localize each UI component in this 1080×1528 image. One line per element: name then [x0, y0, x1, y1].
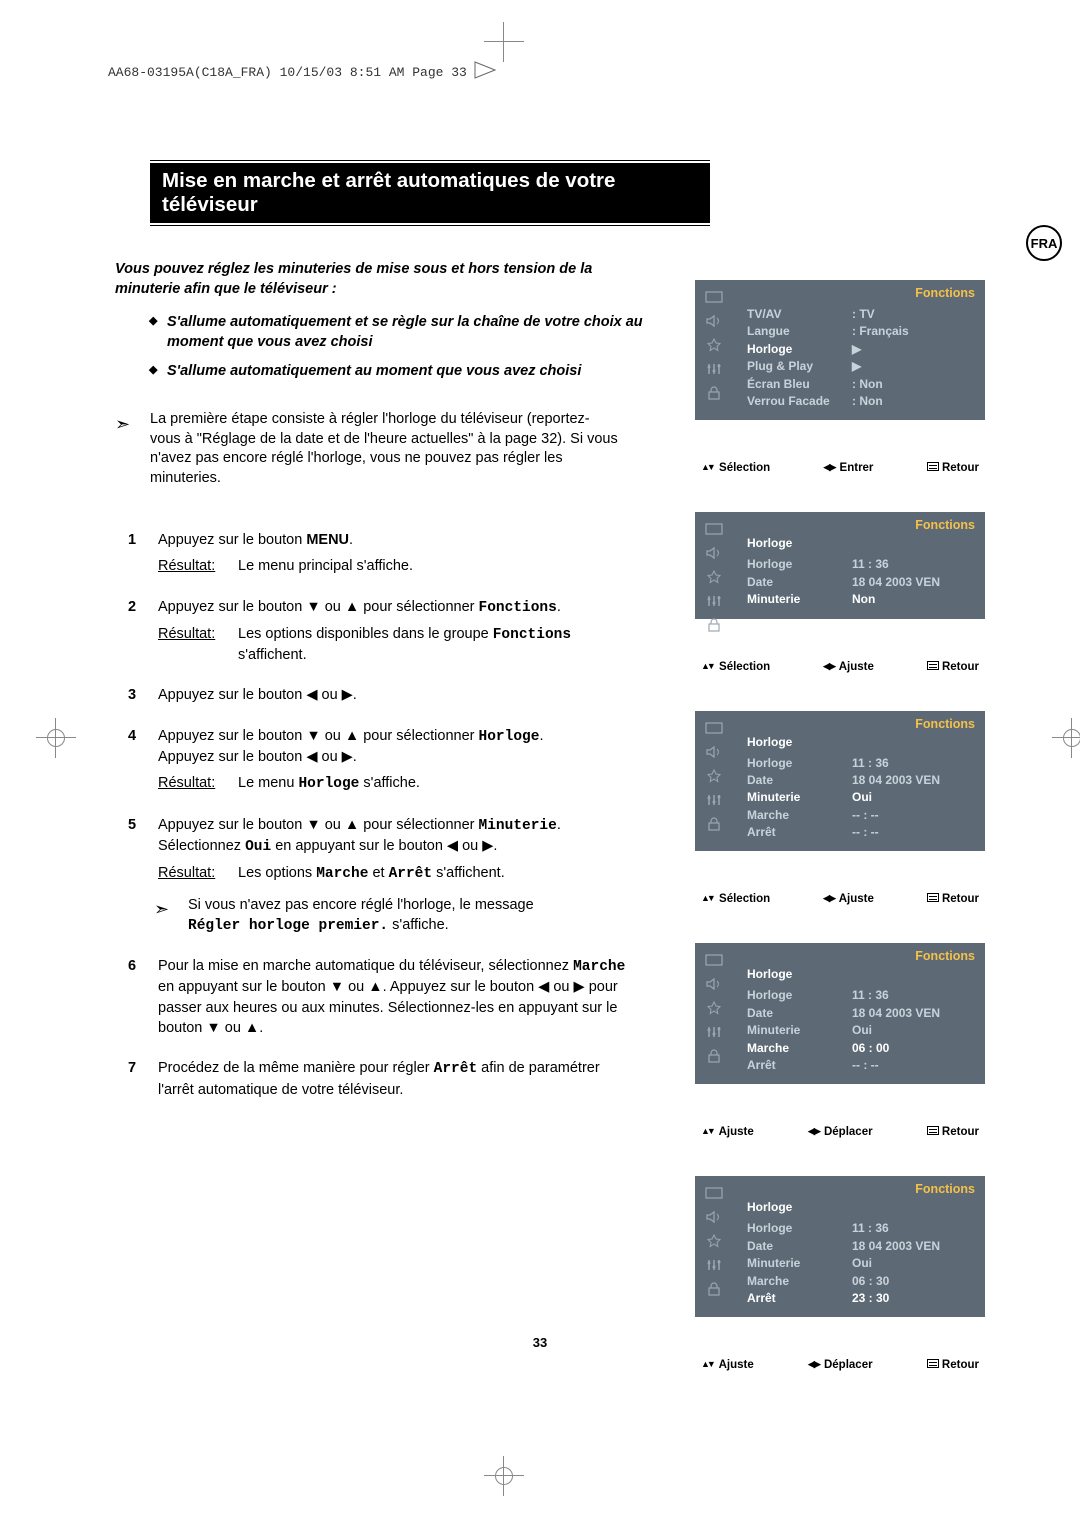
- step-2: 2 Appuyez sur le bouton ▼ ou ▲ pour séle…: [128, 597, 638, 666]
- osd-panel: FonctionsHorloge Horloge11 : 36Date18 04 …: [695, 512, 985, 618]
- osd-row: Horloge11 : 36: [747, 556, 975, 573]
- pointer-icon: ➣: [115, 412, 130, 436]
- osd-row: Arrêt-- : --: [747, 824, 975, 841]
- osd-panel: FonctionsHorloge Horloge11 : 36Date18 04 …: [695, 711, 985, 852]
- osd-row: MinuterieOui: [747, 1022, 975, 1039]
- osd-row: Horloge11 : 36: [747, 755, 975, 772]
- osd-title: Fonctions: [695, 1176, 985, 1200]
- osd-row: Verrou Facade: Non: [747, 393, 975, 410]
- osd-title: Fonctions: [695, 943, 985, 967]
- osd-title: Fonctions: [695, 711, 985, 735]
- osd-row: Marche06 : 30: [747, 1273, 975, 1290]
- osd-row: Arrêt23 : 30: [747, 1290, 975, 1307]
- osd-row: Horloge▶: [747, 341, 975, 358]
- osd-row: Date18 04 2003 VEN: [747, 1005, 975, 1022]
- pointer-icon: ➣: [154, 897, 169, 922]
- print-header: AA68-03195A(C18A_FRA) 10/15/03 8:51 AM P…: [108, 60, 497, 80]
- preliminary-note: ➣ La première étape consiste à régler l'…: [150, 410, 620, 488]
- step-6: 6 Pour la mise en marche automatique du …: [128, 956, 638, 1038]
- osd-panel: FonctionsHorloge Horloge11 : 36Date18 04 …: [695, 943, 985, 1084]
- steps-list: 1 Appuyez sur le bouton MENU. Résultat: …: [128, 530, 638, 1120]
- osd-panel: Fonctions TV/AV: TVLangue: FrançaisHorlog…: [695, 280, 985, 420]
- osd-row: Horloge11 : 36: [747, 987, 975, 1004]
- osd-subtitle: Horloge: [695, 735, 985, 753]
- osd-footer: ▲▼ Sélection◀▶ Ajuste Retour: [695, 653, 985, 681]
- osd-row: Écran Bleu: Non: [747, 376, 975, 393]
- osd-subtitle: Horloge: [695, 536, 985, 554]
- osd-row: Plug & Play▶: [747, 358, 975, 375]
- step-4: 4 Appuyez sur le bouton ▼ ou ▲ pour séle…: [128, 726, 638, 795]
- osd-subtitle: Horloge: [695, 1200, 985, 1218]
- osd-row: Date18 04 2003 VEN: [747, 772, 975, 789]
- osd-screenshots: FonctionsTV/AV: TVLangue: FrançaisHorlog…: [695, 280, 985, 1409]
- page-title: Mise en marche et arrêt automatiques de …: [150, 163, 710, 223]
- osd-row: TV/AV: TV: [747, 306, 975, 323]
- osd-footer: ▲▼ Ajuste◀▶ Déplacer Retour: [695, 1118, 985, 1146]
- osd-row: Date18 04 2003 VEN: [747, 1238, 975, 1255]
- step-1: 1 Appuyez sur le bouton MENU. Résultat: …: [128, 530, 638, 577]
- osd-row: MinuterieNon: [747, 591, 975, 608]
- osd-row: Date18 04 2003 VEN: [747, 574, 975, 591]
- osd-row: Marche-- : --: [747, 807, 975, 824]
- language-badge: FRA: [1026, 225, 1062, 261]
- osd-row: Marche06 : 00: [747, 1040, 975, 1057]
- osd-footer: ▲▼ Sélection◀▶ Entrer Retour: [695, 454, 985, 482]
- intro-bullet: S'allume automatiquement au moment que v…: [153, 362, 645, 382]
- osd-row: MinuterieOui: [747, 1255, 975, 1272]
- osd-title: Fonctions: [695, 280, 985, 304]
- intro-bullet: S'allume automatiquement et se règle sur…: [153, 313, 645, 352]
- step-3: 3 Appuyez sur le bouton ◀ ou ▶.: [128, 685, 638, 705]
- page-number: 33: [0, 1335, 1080, 1350]
- osd-row: MinuterieOui: [747, 789, 975, 806]
- osd-subtitle: Horloge: [695, 967, 985, 985]
- intro-lead: Vous pouvez réglez les minuteries de mis…: [115, 260, 645, 299]
- intro-text: Vous pouvez réglez les minuteries de mis…: [115, 260, 645, 392]
- osd-row: Horloge11 : 36: [747, 1220, 975, 1237]
- header-text: AA68-03195A(C18A_FRA) 10/15/03 8:51 AM P…: [108, 65, 467, 80]
- osd-footer: ▲▼ Sélection◀▶ Ajuste Retour: [695, 885, 985, 913]
- step-7: 7 Procédez de la même manière pour régle…: [128, 1058, 638, 1100]
- page-title-block: Mise en marche et arrêt automatiques de …: [150, 160, 710, 226]
- osd-row: Langue: Français: [747, 323, 975, 340]
- osd-row: Arrêt-- : --: [747, 1057, 975, 1074]
- step-5: 5 Appuyez sur le bouton ▼ ou ▲ pour séle…: [128, 815, 638, 936]
- osd-panel: FonctionsHorloge Horloge11 : 36Date18 04 …: [695, 1176, 985, 1317]
- osd-footer: ▲▼ Ajuste◀▶ Déplacer Retour: [695, 1351, 985, 1379]
- osd-title: Fonctions: [695, 512, 985, 536]
